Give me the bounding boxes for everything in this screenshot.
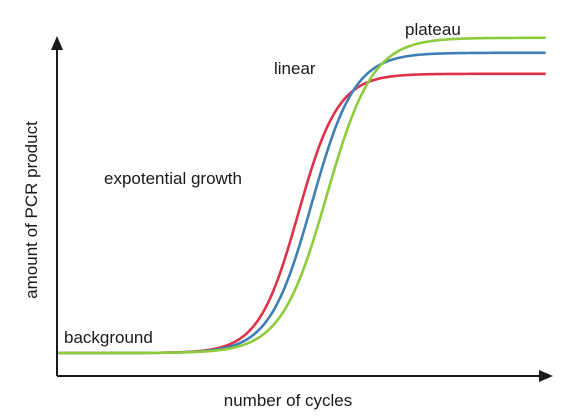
x-axis-label: number of cycles <box>224 391 353 410</box>
series-line-1 <box>58 72 546 355</box>
annotation-linear: linear <box>274 59 316 78</box>
y-axis-arrow <box>51 36 63 50</box>
annotation-background: background <box>64 328 153 347</box>
annotation-plateau: plateau <box>405 20 461 39</box>
y-axis-label: amount of PCR product <box>22 121 41 299</box>
annotation-exponential-growth: expotential growth <box>104 169 242 188</box>
x-axis-arrow <box>539 370 553 382</box>
series-line-3 <box>58 36 546 355</box>
series-group <box>58 36 546 355</box>
